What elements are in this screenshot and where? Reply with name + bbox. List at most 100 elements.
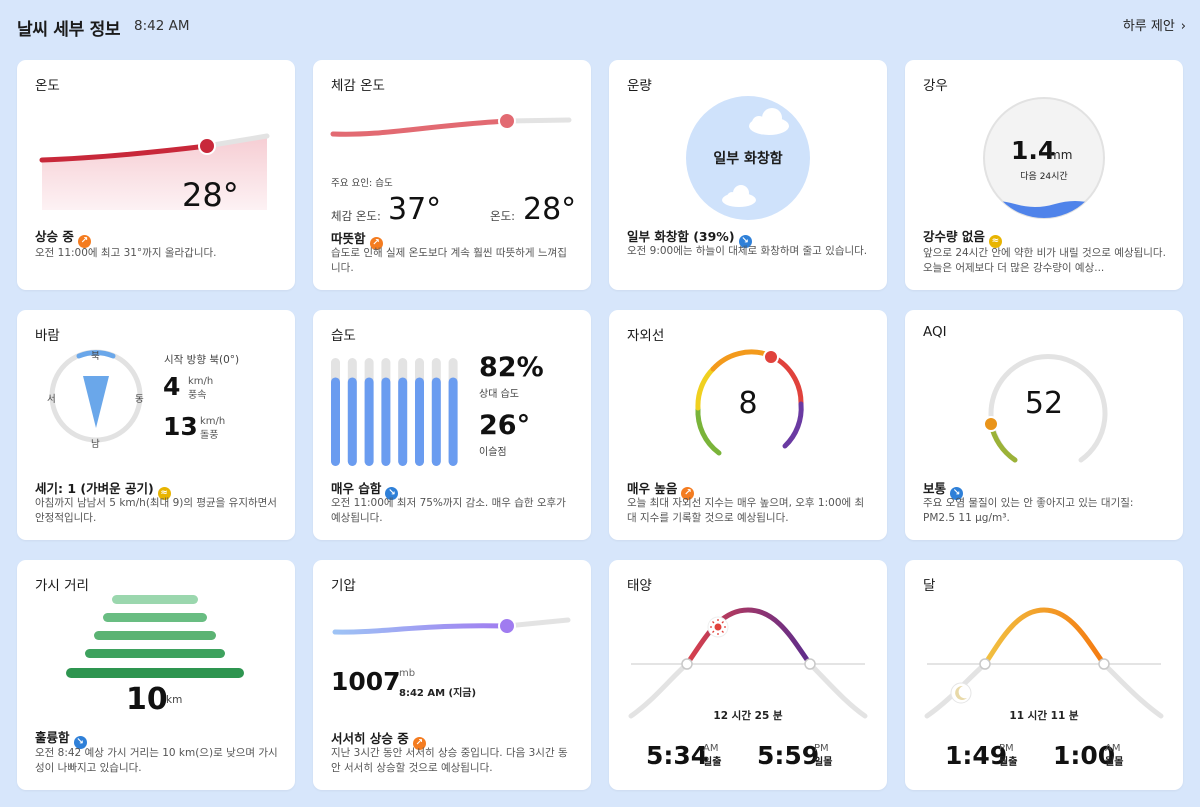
humidity-bar-fill <box>398 377 408 466</box>
pressure-card[interactable]: 기압 1007 mb 8:42 AM (지금) 서서히 상승 중 ↗ 지난 3시간… <box>313 560 591 790</box>
wind-gust: 13 <box>163 412 198 441</box>
feels-like-status: 따뜻함 ↗ <box>331 228 383 250</box>
daily-suggestion-label: 하루 제안 <box>1122 19 1175 34</box>
sunrise-ampm: AM <box>703 743 719 754</box>
moonset-time: 1:00 <box>1053 741 1116 770</box>
current-time: 8:42 AM <box>134 18 190 34</box>
sun-card[interactable]: 태양 12 시간 25 분 5:34 AM 일출 5:59 PM 일몰 <box>609 560 887 790</box>
temperature-graph <box>39 133 270 210</box>
uv-status: 매우 높음 ↗ <box>627 478 695 500</box>
uv-card[interactable]: 자외선 8 매우 높음 ↗ 오늘 최대 자외선 지수는 매우 높으며, 오후 1:… <box>609 310 887 540</box>
visibility-unit: km <box>166 694 183 706</box>
card-title: 습도 <box>331 328 356 344</box>
wind-compass <box>49 349 143 443</box>
feels-like-desc: 습도로 인해 실제 온도보다 계속 훨씬 따뜻하게 느껴집니다. <box>331 247 567 274</box>
uv-gauge <box>695 349 804 456</box>
status-text: 상승 중 <box>35 229 74 244</box>
trend-up-icon: ↗ <box>369 237 383 250</box>
aqi-value: 52 <box>1024 386 1064 421</box>
moonlight-duration: 11 시간 11 분 <box>1009 710 1079 722</box>
humidity-bars <box>331 358 458 466</box>
humidity-bar-fill <box>347 377 357 466</box>
pressure-unit: mb <box>399 668 416 679</box>
uv-desc: 오늘 최대 자외선 지수는 매우 높으며, 오후 1:00에 최대 지수를 기록… <box>627 497 865 524</box>
trend-up-icon: ↗ <box>412 737 426 750</box>
pressure-marker <box>498 617 516 635</box>
card-title: 자외선 <box>627 328 665 344</box>
rain-period: 다음 24시간 <box>1020 172 1068 182</box>
cloud-cover-graphic <box>686 96 810 220</box>
humidity-card[interactable]: 습도 82% 상대 습도 26° 이슬점 매우 습함 ↘ 오전 11:00에 최저… <box>313 310 591 540</box>
humidity-label: 상대 습도 <box>479 389 519 400</box>
sunset-time: 5:59 <box>757 741 820 770</box>
trend-down-icon: ↘ <box>950 487 964 500</box>
temperature-value: 28° <box>182 176 239 214</box>
cloud-cover-center-label: 일부 화창함 <box>713 151 783 167</box>
moonset-label: 월몰 <box>1105 757 1124 768</box>
sunset-ampm: PM <box>814 743 829 754</box>
moonset-ampm: AM <box>1105 743 1121 754</box>
card-title: 가시 거리 <box>35 578 89 594</box>
status-text: 매우 습함 <box>331 481 382 496</box>
feels-like-label: 체감 온도: <box>331 209 381 223</box>
trend-down-icon: ↘ <box>738 235 752 248</box>
aqi-card[interactable]: AQI 52 보통 ↘ 주요 오염 물질이 있는 안 좋아지고 있는 대기질: P… <box>905 310 1183 540</box>
feels-like-value: 37° <box>388 192 442 227</box>
status-text: 강수량 없음 <box>923 229 985 244</box>
rain-gauge <box>983 97 1105 219</box>
temperature-status: 상승 중 ↗ <box>35 226 91 248</box>
humidity-bar-fill <box>415 377 424 466</box>
sun-icon <box>707 616 729 638</box>
header: 날씨 세부 정보 8:42 AM 하루 제안 › <box>17 13 1186 41</box>
card-title: 기압 <box>331 578 356 594</box>
visibility-value: 10 <box>126 682 168 717</box>
temperature-card[interactable]: 온도 28° 상승 중 ↗ 오전 11:00에 최고 31°까지 올라갑니다. <box>17 60 295 290</box>
cloud-icon <box>749 108 789 135</box>
precipitation-card[interactable]: 강우 1.4 mm 다음 24시간 강수량 없음 ≈ 앞으로 24시간 안에 약한… <box>905 60 1183 290</box>
dew-point-value: 26° <box>479 410 531 441</box>
cloud-icon <box>722 185 756 207</box>
moon-icon <box>950 682 972 704</box>
wind-gust-label: 돌풍 <box>200 430 219 441</box>
status-text: 따뜻함 <box>331 231 366 246</box>
moonrise-time: 1:49 <box>945 741 1008 770</box>
rain-desc: 앞으로 24시간 안에 약한 비가 내릴 것으로 예상됩니다. 오늘은 어제보다… <box>923 247 1166 274</box>
status-text: 훌륭함 <box>35 730 70 745</box>
moon-card[interactable]: 달 11 시간 11 분 1:49 PM 월출 1:00 AM 월몰 <box>905 560 1183 790</box>
sunrise-label: 일출 <box>703 757 722 768</box>
visibility-graphic <box>66 595 244 678</box>
humidity-status: 매우 습함 ↘ <box>331 478 399 500</box>
wind-direction-arrow <box>83 376 109 428</box>
cloud-cover-card[interactable]: 운량 일부 화창함 일부 화창함 (39%) ↘ 오전 9:00에는 하늘이 대체… <box>609 60 887 290</box>
visibility-status: 훌륭함 ↘ <box>35 727 87 749</box>
pressure-desc: 지난 3시간 동안 서서히 상승 중입니다. 다음 3시간 동안 서서히 상승할… <box>331 747 568 774</box>
status-text: 일부 화창함 (39%) <box>627 229 735 244</box>
page-title: 날씨 세부 정보 <box>17 20 121 40</box>
cloud-desc: 오전 9:00에는 하늘이 대체로 화창하며 줄고 있습니다. <box>627 245 868 257</box>
sunset-label: 일몰 <box>814 757 833 768</box>
status-text: 세기: 1 (가벼운 공기) <box>35 481 154 496</box>
card-title: 온도 <box>35 78 60 94</box>
feels-like-graph <box>330 112 572 137</box>
moonrise-ampm: PM <box>999 743 1014 754</box>
aqi-status: 보통 ↘ <box>923 478 964 500</box>
wind-direction: 시작 방향 북(0°) <box>164 354 240 366</box>
trend-flat-icon: ≈ <box>988 235 1002 248</box>
compass-west: 서 <box>47 394 56 405</box>
humidity-value: 82% <box>479 352 544 383</box>
trend-up-icon: ↗ <box>681 487 695 500</box>
visibility-card[interactable]: 가시 거리 10 km 훌륭함 ↘ 오전 8:42 예상 가시 거리는 10 km… <box>17 560 295 790</box>
wind-card[interactable]: 바람 북 남 서 동 시작 방향 북(0°) 4 km/h 풍속 13 km/h… <box>17 310 295 540</box>
daily-suggestion-link[interactable]: 하루 제안 › <box>1123 15 1186 34</box>
humidity-desc: 오전 11:00에 최저 75%까지 감소. 매우 습한 오후가 예상됩니다. <box>331 497 566 524</box>
dew-point-label: 이슬점 <box>479 447 507 458</box>
trend-flat-icon: ≈ <box>157 487 171 500</box>
compass-south: 남 <box>91 439 100 450</box>
cloud-status: 일부 화창함 (39%) ↘ <box>627 226 752 248</box>
humidity-bar-fill <box>331 377 340 466</box>
feels-like-card[interactable]: 체감 온도 주요 요인: 습도 체감 온도: 37° 온도: 28° 따뜻함 ↗ … <box>313 60 591 290</box>
aqi-gauge <box>983 354 1108 463</box>
status-text: 보통 <box>923 481 947 496</box>
humidity-bar-fill <box>364 377 374 466</box>
rain-unit: mm <box>1049 148 1073 162</box>
